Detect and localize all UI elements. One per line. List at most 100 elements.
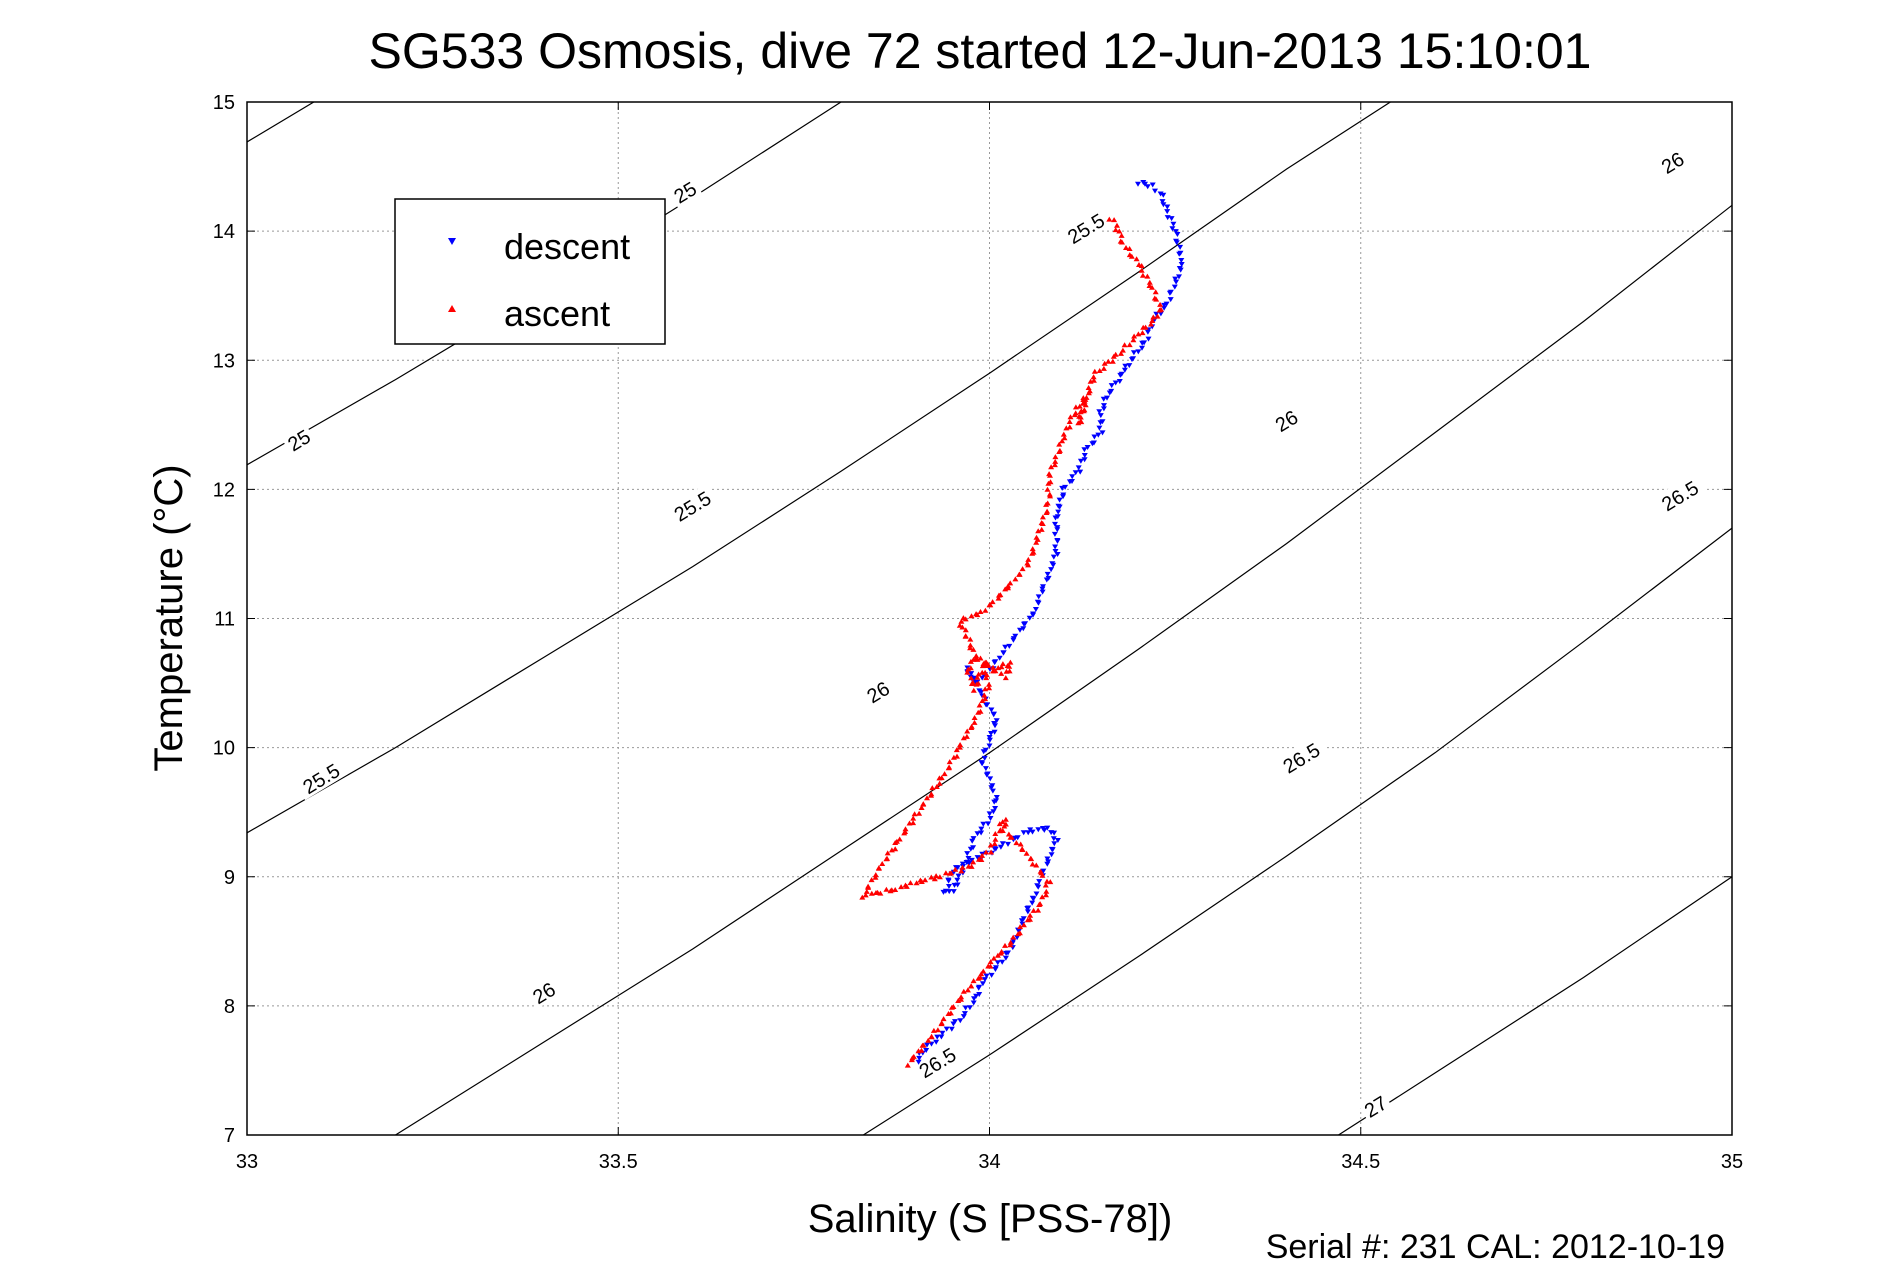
ascent-point bbox=[1061, 435, 1068, 441]
ascent-point bbox=[1117, 238, 1124, 244]
ascent-point bbox=[964, 669, 971, 675]
data-series bbox=[859, 180, 1185, 1068]
ascent-point bbox=[960, 735, 967, 741]
descent-point bbox=[1177, 244, 1184, 250]
descent-point bbox=[1035, 594, 1042, 600]
descent-point bbox=[979, 761, 986, 767]
ascent-point bbox=[988, 849, 995, 855]
ascent-point bbox=[924, 795, 930, 801]
legend-label-ascent: ascent bbox=[504, 293, 610, 334]
legend: descent ascent bbox=[394, 198, 666, 345]
ascent-point bbox=[1013, 840, 1020, 846]
contour-label-bg bbox=[1357, 1089, 1393, 1123]
y-tick-label: 7 bbox=[224, 1125, 235, 1147]
descent-point bbox=[1039, 586, 1046, 592]
descent-point bbox=[986, 737, 993, 743]
ascent-point bbox=[933, 784, 940, 789]
ascent-point bbox=[1044, 486, 1051, 492]
ascent-point bbox=[982, 659, 989, 665]
ascent-point bbox=[868, 890, 875, 896]
ascent-point bbox=[982, 607, 989, 613]
descent-point bbox=[1139, 345, 1145, 351]
ascent-point bbox=[983, 849, 990, 855]
ascent-point bbox=[1007, 659, 1014, 665]
ascent-point bbox=[997, 592, 1004, 598]
ascent-point bbox=[968, 723, 975, 729]
ascent-point bbox=[973, 653, 980, 659]
ascent-point bbox=[947, 1010, 954, 1016]
descent-point bbox=[1059, 485, 1066, 491]
ascent-point bbox=[1149, 318, 1156, 323]
y-tick-label: 12 bbox=[213, 479, 235, 501]
ascent-point bbox=[1151, 295, 1158, 301]
descent-point bbox=[968, 671, 975, 677]
descent-point bbox=[962, 1005, 969, 1011]
ascent-point bbox=[1111, 217, 1118, 223]
contour-label-bg bbox=[859, 674, 896, 708]
ascent-point bbox=[1100, 365, 1107, 371]
descent-point bbox=[992, 846, 999, 852]
ascent-point bbox=[967, 665, 974, 671]
descent-point bbox=[986, 743, 993, 749]
descent-point bbox=[983, 973, 990, 979]
descent-point bbox=[1077, 469, 1084, 475]
descent-point bbox=[979, 675, 986, 681]
descent-point bbox=[1029, 829, 1036, 835]
descent-point bbox=[1032, 607, 1039, 612]
ascent-point bbox=[902, 829, 909, 834]
descent-point bbox=[992, 723, 998, 729]
ascent-point bbox=[1030, 549, 1037, 555]
descent-point bbox=[1144, 329, 1151, 335]
ascent-point bbox=[1123, 245, 1129, 250]
ascent-point bbox=[922, 877, 929, 883]
ascent-point bbox=[977, 974, 984, 980]
ascent-point bbox=[1090, 377, 1097, 383]
descent-point bbox=[961, 1011, 968, 1017]
ascent-point bbox=[872, 874, 879, 880]
descent-point bbox=[1161, 305, 1168, 311]
x-tick-label: 33.5 bbox=[599, 1151, 638, 1173]
descent-point bbox=[1030, 896, 1037, 902]
descent-point bbox=[915, 1059, 922, 1065]
ascent-point bbox=[975, 856, 982, 862]
descent-point bbox=[991, 799, 998, 805]
descent-point bbox=[1000, 650, 1007, 656]
descent-point bbox=[975, 985, 982, 991]
ascent-point bbox=[956, 622, 963, 628]
ascent-point bbox=[1101, 360, 1108, 366]
descent-point bbox=[996, 655, 1003, 661]
descent-point bbox=[1178, 262, 1185, 267]
ascent-point bbox=[970, 687, 977, 693]
descent-point bbox=[1173, 279, 1180, 285]
descent-point bbox=[988, 972, 995, 978]
descent-point bbox=[965, 856, 972, 861]
descent-point bbox=[1050, 562, 1057, 568]
descent-point bbox=[1168, 216, 1175, 222]
ascent-point bbox=[1060, 431, 1067, 437]
descent-point bbox=[979, 981, 986, 987]
descent-point bbox=[960, 1014, 967, 1020]
descent-point bbox=[1139, 340, 1146, 346]
descent-point bbox=[1052, 521, 1058, 527]
ascent-point bbox=[1139, 330, 1146, 336]
ascent-point bbox=[1025, 556, 1032, 562]
x-tick-label: 33 bbox=[236, 1151, 258, 1173]
ascent-point bbox=[986, 685, 993, 691]
descent-point bbox=[923, 1048, 930, 1053]
descent-point bbox=[966, 1005, 973, 1011]
ascent-point bbox=[957, 742, 964, 747]
isopycnal-26 bbox=[395, 204, 1732, 1135]
descent-point bbox=[1024, 909, 1031, 915]
descent-point bbox=[997, 844, 1004, 850]
descent-point bbox=[1172, 276, 1179, 282]
ascent-point bbox=[958, 618, 965, 624]
ascent-point bbox=[983, 675, 990, 681]
descent-point bbox=[1108, 383, 1115, 389]
ascent-point bbox=[968, 613, 975, 619]
ascent-point bbox=[942, 870, 949, 876]
ascent-point bbox=[987, 959, 994, 965]
ascent-point bbox=[1126, 252, 1133, 258]
ascent-point bbox=[991, 841, 998, 846]
ascent-point bbox=[928, 874, 935, 880]
descent-point bbox=[1010, 637, 1017, 643]
